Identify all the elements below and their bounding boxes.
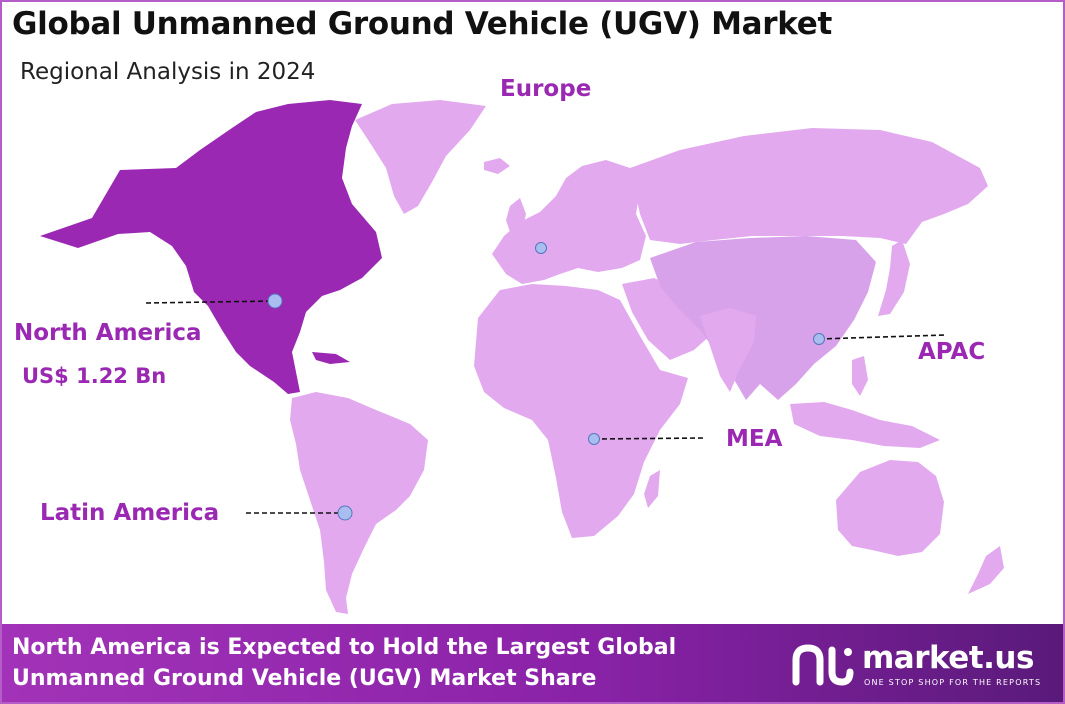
philippines-shape [852,356,868,396]
footer-banner: North America is Expected to Hold the La… [2,624,1063,702]
page-title: Global Unmanned Ground Vehicle (UGV) Mar… [12,6,833,42]
apac-marker [813,333,825,345]
footer-line-1: North America is Expected to Hold the La… [12,635,677,660]
greenland-shape [355,100,486,214]
north-america-connector [145,300,276,304]
north-america-value: US$ 1.22 Bn [22,364,167,388]
uk-shape [506,198,526,232]
region-label-europe: Europe [500,76,592,102]
apac-connector [818,334,946,340]
latin-america-marker [337,505,353,521]
region-label-apac: APAC [918,339,986,365]
page-subtitle: Regional Analysis in 2024 [20,59,316,85]
mea-marker [588,433,600,445]
europe-shape [492,160,646,284]
brand-tagline: ONE STOP SHOP FOR THE REPORTS [864,678,1042,687]
footer-line-2: Unmanned Ground Vehicle (UGV) Market Sha… [12,666,597,691]
region-label-latin-america: Latin America [40,500,220,526]
africa-shape [474,284,688,538]
mea-connector [593,437,705,440]
north-america-marker [267,293,283,309]
north-america-shape [40,100,382,394]
brand-logo: market.us ONE STOP SHOP FOR THE REPORTS [790,638,1050,692]
india-shape [700,308,756,392]
world-map [40,100,1004,614]
sea-islands-shape [790,402,940,448]
australia-shape [836,460,944,556]
madagascar-shape [644,470,660,508]
new-zealand-shape [968,546,1004,594]
region-label-north-america: North America [14,320,202,346]
iceland-shape [484,158,510,174]
north-asia-shape [630,128,988,244]
brand-name: market.us [862,640,1034,676]
footer-text: North America is Expected to Hold the La… [12,632,676,694]
south-america-shape [290,392,428,614]
market-us-logo-icon [792,644,854,686]
japan-shape [878,240,910,316]
caribbean-shape [312,352,350,364]
europe-marker [535,242,547,254]
region-label-mea: MEA [726,426,783,452]
apac-mainland-shape [650,236,876,400]
